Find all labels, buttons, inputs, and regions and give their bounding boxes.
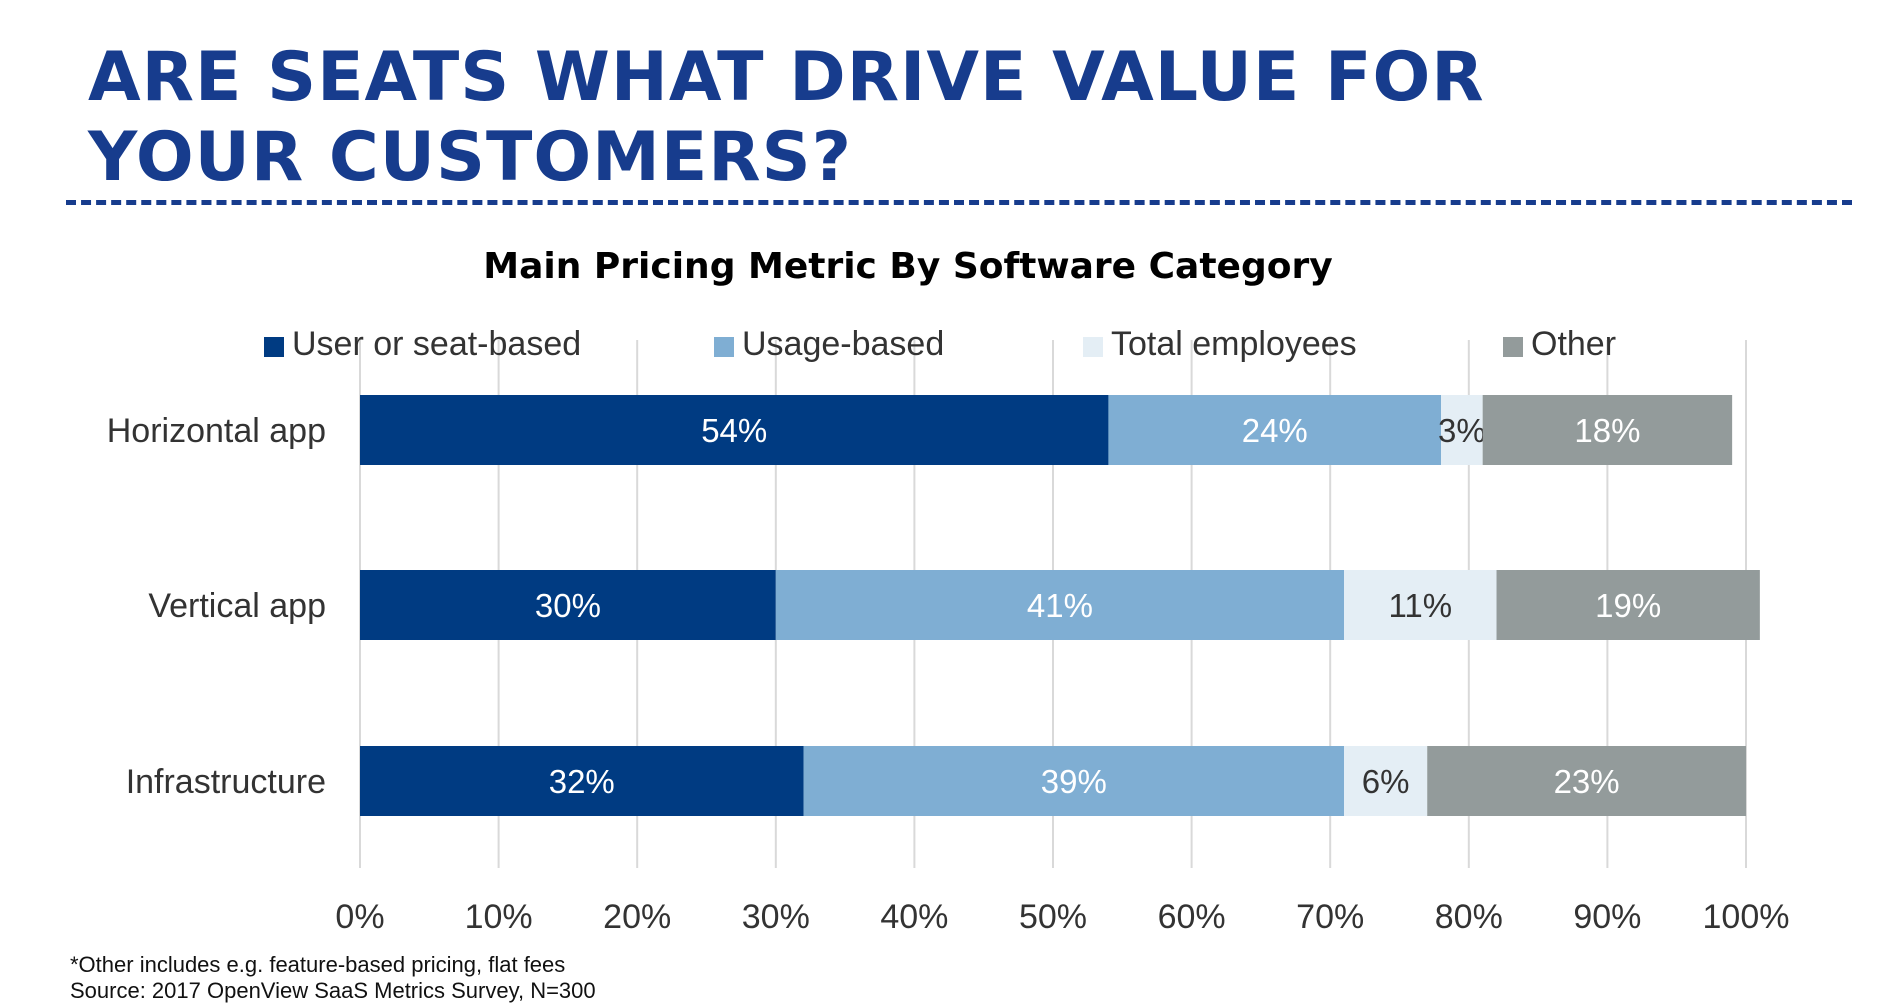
bar-value-label: 30% [535, 587, 601, 624]
stacked-bar-chart: Main Pricing Metric By Software Category… [107, 246, 1790, 936]
bar-value-label: 24% [1242, 412, 1308, 449]
x-tick-label: 0% [335, 898, 384, 936]
legend-swatch [714, 337, 734, 357]
legend-label: Other [1531, 325, 1616, 363]
title-divider [66, 200, 1852, 205]
footnote: *Other includes e.g. feature-based prici… [70, 952, 566, 977]
source-note: Source: 2017 OpenView SaaS Metrics Surve… [70, 978, 596, 1003]
bar-segment [1344, 570, 1497, 640]
value-axis: 0% 10% 20% 30% 40% 50% 60% 70% 80% 90% 100% [335, 898, 1789, 936]
bar-value-label: 6% [1362, 763, 1410, 800]
x-tick-label: 90% [1573, 898, 1641, 936]
category-label: Infrastructure [126, 763, 326, 801]
page-title-line-2: YOUR CUSTOMERS? [88, 118, 853, 197]
chart-title: Main Pricing Metric By Software Category [483, 246, 1332, 287]
legend-label: User or seat-based [292, 325, 581, 363]
bars: 54% 24% 3% 18% 30% 41% 11% 19% 32% 39% 6% 23% [360, 395, 1760, 816]
bar-segment [1344, 746, 1428, 816]
bar-segment [1108, 395, 1442, 465]
bar-segment [803, 746, 1345, 816]
x-tick-label: 70% [1296, 898, 1364, 936]
page-title: ARE SEATS WHAT DRIVE VALUE FOR YOUR CUST… [88, 38, 1588, 198]
legend-swatch [264, 337, 284, 357]
legend-label: Usage-based [742, 325, 944, 363]
x-tick-label: 20% [603, 898, 671, 936]
bar-value-label: 18% [1574, 412, 1640, 449]
x-tick-label: 60% [1158, 898, 1226, 936]
bar-segment [360, 395, 1109, 465]
legend: User or seat-based Usage-based Total emplo… [264, 325, 1616, 363]
category-axis: Horizontal app Vertical app Infrastructure [107, 412, 326, 801]
x-tick-label: 100% [1703, 898, 1790, 936]
bar-value-label: 39% [1041, 763, 1107, 800]
bar-segment [1482, 395, 1733, 465]
bar-value-label: 3% [1438, 412, 1486, 449]
bar-value-label: 54% [701, 412, 767, 449]
category-label: Horizontal app [107, 412, 326, 450]
x-tick-label: 10% [465, 898, 533, 936]
bar-segment [360, 570, 776, 640]
bar-segment [360, 746, 804, 816]
x-tick-label: 50% [1019, 898, 1087, 936]
bar-segment [1496, 570, 1760, 640]
legend-swatch [1503, 337, 1523, 357]
bar-segment [775, 570, 1345, 640]
x-tick-label: 40% [880, 898, 948, 936]
bar-value-label: 19% [1595, 587, 1661, 624]
x-tick-label: 30% [742, 898, 810, 936]
bar-value-label: 41% [1027, 587, 1093, 624]
legend-swatch [1083, 337, 1103, 357]
x-tick-label: 80% [1435, 898, 1503, 936]
bar-segment [1427, 746, 1746, 816]
bar-value-label: 32% [549, 763, 615, 800]
bar-value-label: 23% [1554, 763, 1620, 800]
page-title-line-1: ARE SEATS WHAT DRIVE VALUE FOR [88, 38, 1485, 117]
category-label: Vertical app [148, 587, 326, 625]
bar-value-label: 11% [1388, 587, 1452, 624]
bar-segment [1441, 395, 1483, 465]
legend-label: Total employees [1111, 325, 1357, 363]
